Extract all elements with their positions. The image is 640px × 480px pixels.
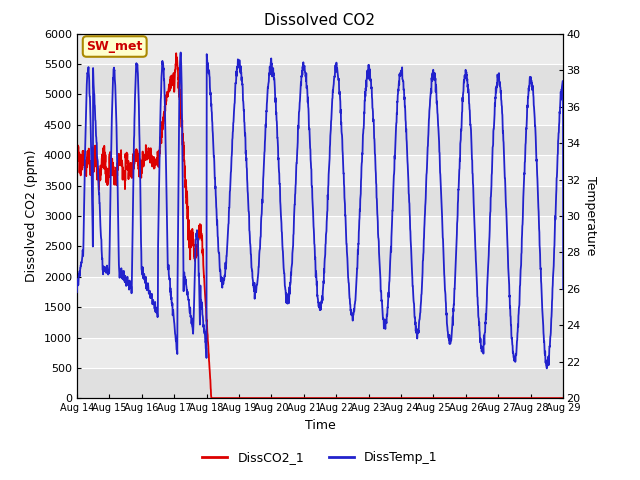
Y-axis label: Temperature: Temperature xyxy=(584,176,597,256)
Bar xyxy=(77,246,563,277)
Y-axis label: Dissolved CO2 (ppm): Dissolved CO2 (ppm) xyxy=(25,150,38,282)
Bar xyxy=(77,277,563,307)
Bar xyxy=(77,64,563,95)
Bar xyxy=(77,95,563,125)
X-axis label: Time: Time xyxy=(305,419,335,432)
Bar xyxy=(77,34,563,64)
Bar xyxy=(77,368,563,398)
Legend: DissCO2_1, DissTemp_1: DissCO2_1, DissTemp_1 xyxy=(197,446,443,469)
Bar xyxy=(77,125,563,155)
Text: SW_met: SW_met xyxy=(86,40,143,53)
Bar xyxy=(77,3,563,34)
Bar xyxy=(77,155,563,186)
Title: Dissolved CO2: Dissolved CO2 xyxy=(264,13,376,28)
Bar xyxy=(77,216,563,246)
Bar xyxy=(77,307,563,337)
Bar xyxy=(77,186,563,216)
Bar xyxy=(77,337,563,368)
